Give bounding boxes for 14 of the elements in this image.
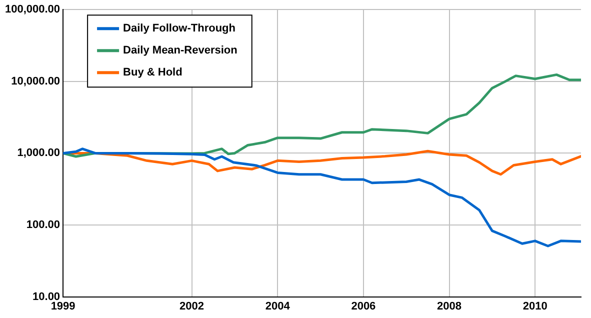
y-tick-label: 100,000.00: [4, 4, 60, 16]
x-tick-label: 2004: [265, 300, 291, 312]
legend-label: Daily Follow-Through: [123, 22, 236, 35]
legend-label: Buy & Hold: [123, 66, 182, 79]
x-tick-label: 2010: [522, 300, 548, 312]
x-tick-label: 1999: [50, 300, 76, 312]
x-tick-label: 2008: [437, 300, 462, 312]
y-tick-label: 100.00: [26, 219, 60, 232]
x-tick-label: 2002: [180, 300, 204, 312]
y-tick-label: 10,000.00: [11, 75, 60, 88]
y-tick-label: 10.00: [32, 290, 60, 303]
y-tick-label: 1,000.00: [17, 147, 60, 160]
x-tick-label: 2006: [351, 300, 376, 312]
legend-label: Daily Mean-Reversion: [123, 44, 238, 57]
